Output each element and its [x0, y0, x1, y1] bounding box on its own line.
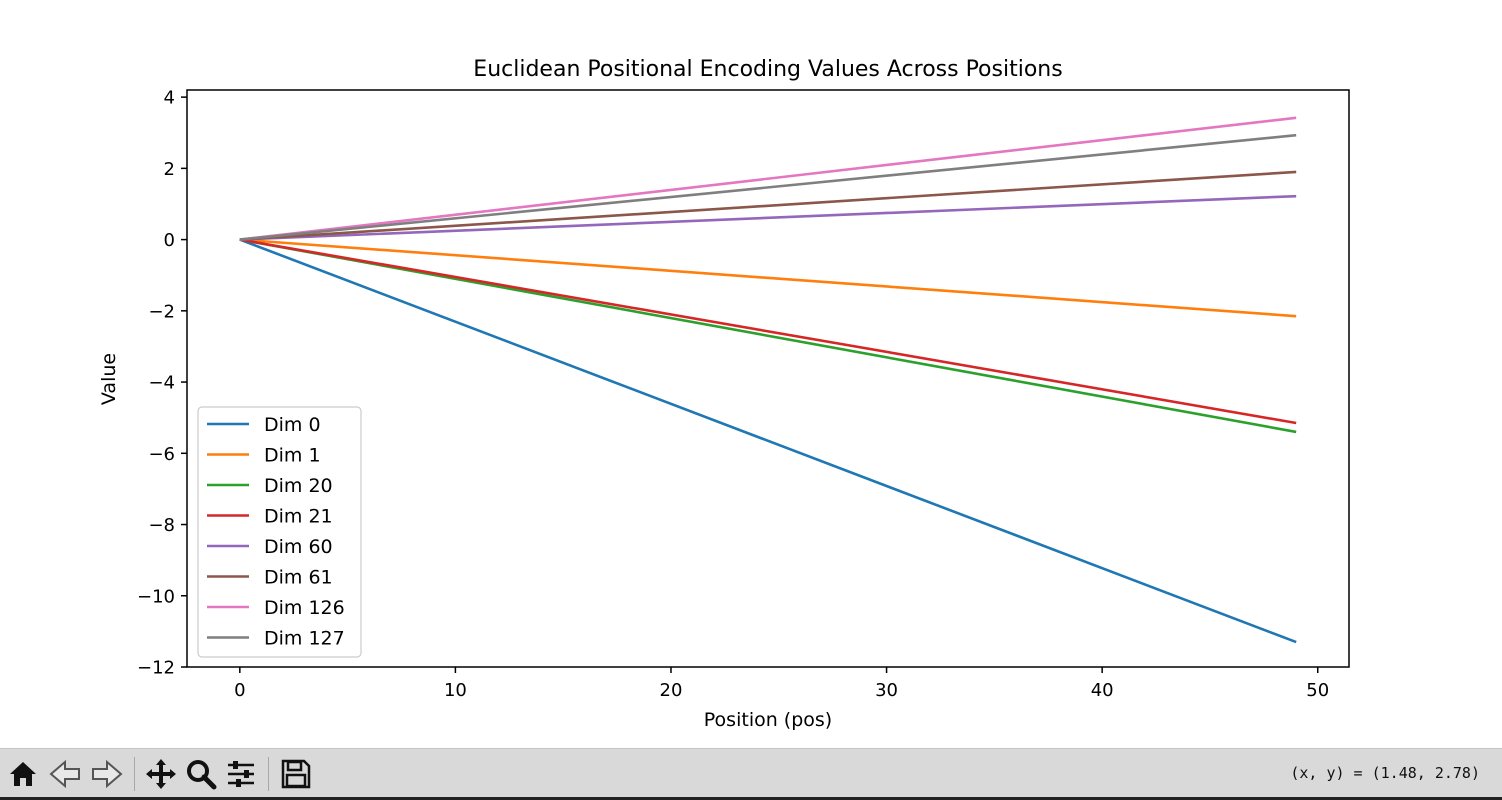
legend-label-6: Dim 126	[264, 597, 345, 619]
pan-move-icon[interactable]	[142, 755, 180, 793]
y-tick-label: −8	[148, 515, 175, 536]
x-tick-label: 50	[1306, 680, 1329, 701]
y-axis-label: Value	[98, 353, 120, 405]
x-tick-label: 10	[444, 680, 467, 701]
y-tick-label: 2	[164, 159, 175, 180]
cursor-coordinates: (x, y) = (1.48, 2.78)	[1290, 764, 1480, 782]
series-line-4	[239, 194, 1297, 241]
zoom-magnifier-icon[interactable]	[182, 755, 220, 793]
series-line-2	[239, 238, 1297, 434]
figure-canvas[interactable]: Euclidean Positional Encoding Values Acr…	[0, 0, 1502, 748]
y-tick-label: 4	[164, 88, 175, 109]
y-tick-label: −10	[137, 586, 175, 607]
series-line-6	[239, 116, 1297, 241]
y-tick-label: −6	[148, 444, 175, 465]
back-arrow-icon[interactable]	[46, 755, 84, 793]
chart-svg: Euclidean Positional Encoding Values Acr…	[98, 57, 1350, 731]
legend-label-1: Dim 1	[264, 445, 321, 467]
x-tick-label: 30	[875, 680, 898, 701]
series-line-1	[239, 238, 1297, 318]
window-bottom-edge	[0, 797, 1502, 800]
legend-label-2: Dim 20	[264, 475, 333, 497]
series-line-0	[239, 238, 1297, 644]
save-floppy-icon[interactable]	[277, 755, 315, 793]
x-tick-label: 0	[234, 680, 245, 701]
y-tick-label: 0	[164, 230, 175, 251]
series-line-7	[239, 133, 1297, 241]
x-tick-label: 40	[1091, 680, 1114, 701]
forward-arrow-icon[interactable]	[88, 755, 126, 793]
x-tick-label: 20	[660, 680, 683, 701]
legend: Dim 0 Dim 1 Dim 20 Dim 21 Dim 60 Dim 61 Dim 12…	[197, 406, 362, 658]
toolbar-separator	[268, 757, 269, 791]
legend-label-0: Dim 0	[264, 414, 321, 436]
legend-box	[197, 406, 362, 658]
home-icon[interactable]	[4, 755, 42, 793]
navigation-toolbar: (x, y) = (1.48, 2.78)	[0, 748, 1502, 800]
series-line-3	[239, 238, 1297, 425]
y-tick-label: −12	[137, 658, 175, 679]
configure-subplots-icon[interactable]	[222, 755, 260, 793]
y-tick-label: −4	[148, 373, 175, 394]
chart-title: Euclidean Positional Encoding Values Acr…	[473, 57, 1062, 82]
y-tick-label: −2	[148, 301, 175, 322]
legend-label-5: Dim 61	[264, 567, 333, 589]
legend-label-3: Dim 21	[264, 506, 333, 528]
legend-label-4: Dim 60	[264, 536, 333, 558]
x-axis-label: Position (pos)	[704, 709, 832, 731]
series-line-5	[239, 170, 1297, 241]
axes-frame	[186, 89, 1350, 668]
legend-label-7: Dim 127	[264, 628, 345, 650]
toolbar-separator	[134, 757, 135, 791]
